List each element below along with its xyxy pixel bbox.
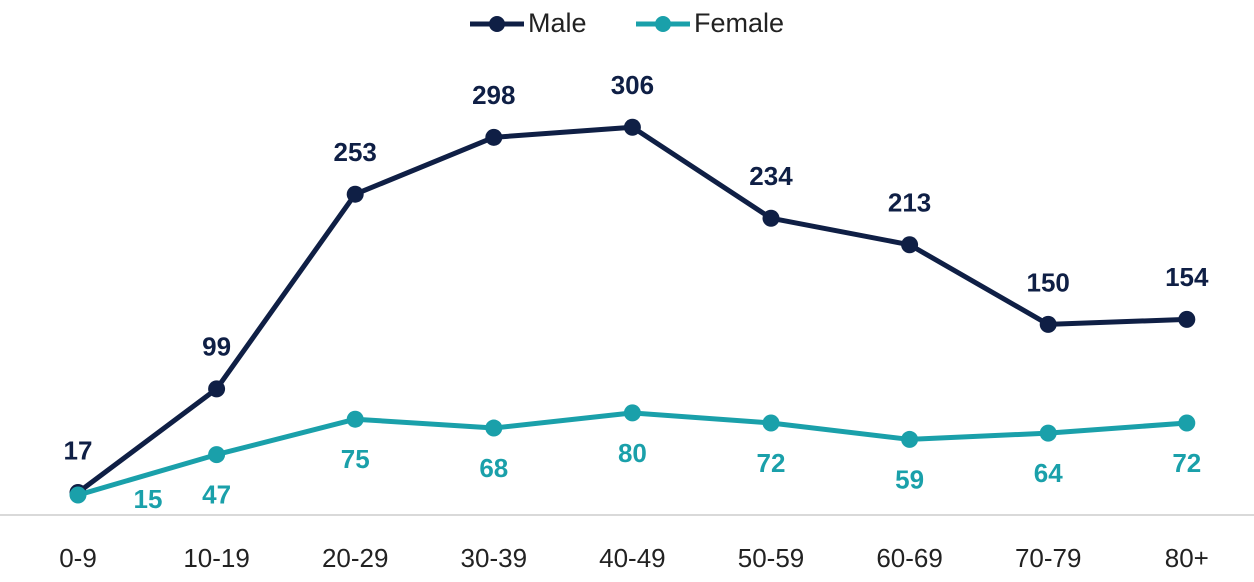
point — [346, 185, 364, 203]
data-label: 306 — [611, 70, 654, 100]
data-label: 72 — [1172, 448, 1201, 478]
x-tick-label: 60-69 — [876, 543, 943, 573]
x-tick-label: 10-19 — [183, 543, 250, 573]
data-label: 150 — [1027, 267, 1070, 297]
data-label: 154 — [1165, 262, 1209, 292]
point — [901, 236, 919, 254]
x-tick-label: 50-59 — [738, 543, 805, 573]
x-tick-label: 20-29 — [322, 543, 389, 573]
x-tick-label: 70-79 — [1015, 543, 1082, 573]
x-tick-label: 80+ — [1165, 543, 1209, 573]
point — [69, 486, 87, 504]
data-label: 213 — [888, 188, 931, 218]
point — [762, 209, 780, 227]
point — [1039, 424, 1057, 442]
point — [623, 404, 641, 422]
point — [485, 419, 503, 437]
legend-label: Female — [694, 8, 784, 38]
data-label: 68 — [479, 453, 508, 483]
point — [1039, 315, 1057, 333]
data-label: 72 — [757, 448, 786, 478]
data-label: 99 — [202, 332, 231, 362]
data-label: 17 — [64, 435, 93, 465]
x-tick-label: 0-9 — [59, 543, 97, 573]
data-label: 75 — [341, 444, 370, 474]
point — [901, 430, 919, 448]
point — [1178, 310, 1196, 328]
data-label: 64 — [1034, 458, 1063, 488]
data-label: 80 — [618, 438, 647, 468]
data-label: 234 — [749, 161, 793, 191]
point — [762, 414, 780, 432]
point — [623, 118, 641, 136]
legend-dot — [489, 16, 505, 32]
data-label: 253 — [334, 137, 377, 167]
point — [208, 446, 226, 464]
data-label: 59 — [895, 464, 924, 494]
data-label: 47 — [202, 479, 231, 509]
x-tick-label: 40-49 — [599, 543, 666, 573]
point — [485, 128, 503, 146]
legend-label: Male — [528, 8, 587, 38]
x-tick-label: 30-39 — [461, 543, 528, 573]
data-label: 15 — [134, 484, 163, 514]
data-label: 298 — [472, 80, 515, 110]
point — [208, 380, 226, 398]
point — [346, 410, 364, 428]
legend-dot — [655, 16, 671, 32]
point — [1178, 414, 1196, 432]
